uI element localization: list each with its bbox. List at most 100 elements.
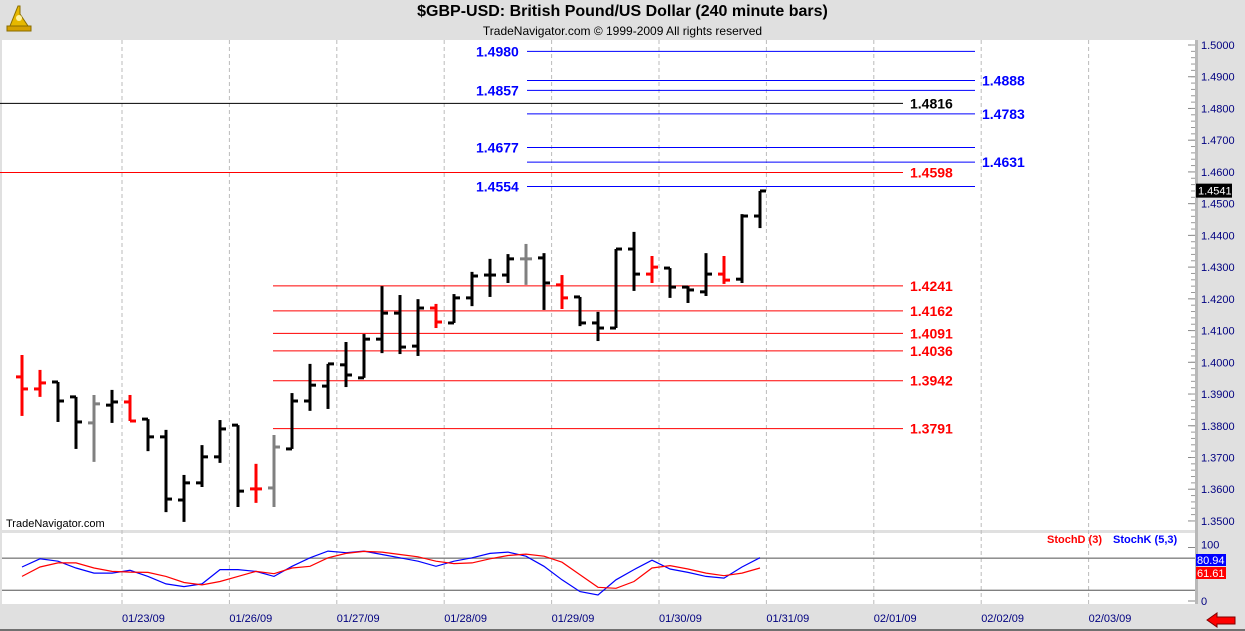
x-tick-label: 01/26/09 — [229, 613, 272, 625]
level-label: 1.4783 — [982, 106, 1025, 122]
level-label: 1.4888 — [982, 73, 1025, 89]
ohlc-bar — [736, 214, 748, 283]
ohlc-bar — [304, 363, 316, 411]
stoch-y-label: 0 — [1201, 596, 1207, 608]
ohlc-bar — [610, 247, 622, 330]
ohlc-bar — [628, 231, 640, 291]
ohlc-bar — [592, 311, 604, 342]
ohlc-bar — [268, 434, 280, 507]
chart-title: $GBP-USD: British Pound/US Dollar (240 m… — [417, 3, 828, 20]
ohlc-bar — [664, 266, 676, 298]
y-tick-label: 1.4900 — [1201, 72, 1235, 84]
ohlc-bar — [358, 334, 370, 380]
legend-stochd: StochD (3) — [1047, 534, 1102, 546]
ohlc-bar — [430, 303, 442, 329]
ohlc-bar — [106, 389, 118, 423]
ohlc-bar — [214, 420, 226, 463]
y-tick-label: 1.3700 — [1201, 452, 1235, 464]
axis-border — [1195, 40, 1198, 604]
level-label: 1.4598 — [910, 165, 953, 181]
ohlc-bar — [376, 286, 388, 354]
ohlc-bar — [574, 295, 586, 327]
stochd-value: 61.61 — [1197, 568, 1225, 580]
stoch-panel — [2, 533, 1195, 604]
ohlc-bar — [124, 394, 136, 423]
ohlc-bar — [196, 445, 208, 487]
ohlc-bar — [502, 254, 514, 283]
stoch-y-label: 100 — [1201, 540, 1219, 552]
level-label: 1.3942 — [910, 373, 953, 389]
ohlc-bar — [52, 380, 64, 422]
level-label: 1.4036 — [910, 343, 953, 359]
x-tick-label: 01/29/09 — [552, 613, 595, 625]
ohlc-bar — [538, 253, 550, 310]
x-tick-label: 01/28/09 — [444, 613, 487, 625]
ohlc-bar — [16, 355, 28, 416]
y-tick-label: 1.4100 — [1201, 326, 1235, 338]
ohlc-bar — [520, 243, 532, 285]
y-tick-label: 1.4700 — [1201, 135, 1235, 147]
y-tick-label: 1.4500 — [1201, 199, 1235, 211]
x-tick-label: 01/31/09 — [766, 613, 809, 625]
ohlc-bar — [34, 369, 46, 397]
stochk-value-tag — [1196, 554, 1226, 566]
ohlc-bar — [142, 417, 154, 452]
stochk-value: 80.94 — [1197, 555, 1225, 567]
stoch-line-k — [21, 550, 761, 596]
x-tick-label: 01/23/09 — [122, 613, 165, 625]
copyright-text: TradeNavigator.com © 1999-2009 All right… — [482, 24, 763, 38]
watermark-text: TradeNavigator.com — [6, 518, 105, 530]
y-tick-label: 1.4200 — [1201, 294, 1235, 306]
level-label: 1.4857 — [476, 82, 519, 98]
level-label: 1.4241 — [910, 278, 953, 294]
y-tick-label: 1.3900 — [1201, 389, 1235, 401]
y-tick-label: 1.4600 — [1201, 167, 1235, 179]
ohlc-bar — [322, 362, 334, 409]
stoch-line-d — [21, 550, 761, 589]
x-tick-label: 02/01/09 — [874, 613, 917, 625]
level-label: 1.4816 — [910, 95, 953, 111]
level-label: 1.4631 — [982, 154, 1025, 170]
ohlc-bar — [682, 285, 694, 303]
y-tick-label: 1.3500 — [1201, 516, 1235, 528]
y-tick-label: 1.3800 — [1201, 421, 1235, 433]
ohlc-bar — [412, 299, 424, 356]
ohlc-bar — [646, 256, 658, 283]
y-tick-label: 1.5000 — [1201, 40, 1235, 52]
level-label: 1.4162 — [910, 303, 953, 319]
ohlc-bar — [340, 341, 352, 388]
stochd-value-tag — [1196, 567, 1226, 579]
red-left-arrow-icon[interactable] — [1206, 612, 1236, 628]
y-tick-label: 1.4000 — [1201, 357, 1235, 369]
ohlc-bar — [394, 295, 406, 355]
ohlc-bar — [484, 258, 496, 297]
level-label: 1.3791 — [910, 421, 953, 437]
ohlc-bar — [448, 294, 460, 325]
level-label: 1.4677 — [476, 139, 519, 155]
sextant-icon[interactable] — [4, 4, 34, 34]
ohlc-bar — [250, 463, 262, 503]
ohlc-bar — [178, 474, 190, 522]
ohlc-bar — [466, 271, 478, 307]
ohlc-bar — [286, 393, 298, 451]
ohlc-bar — [718, 256, 730, 284]
ohlc-bar — [232, 423, 244, 507]
ohlc-bar — [160, 429, 172, 513]
x-tick-label: 02/03/09 — [1089, 613, 1132, 625]
x-tick-label: 01/27/09 — [337, 613, 380, 625]
ohlc-bar — [754, 189, 766, 229]
y-tick-label: 1.4400 — [1201, 230, 1235, 242]
ohlc-bar — [700, 253, 712, 296]
x-tick-label: 01/30/09 — [659, 613, 702, 625]
legend-stochk: StochK (5,3) — [1113, 534, 1178, 546]
y-tick-label: 1.3600 — [1201, 484, 1235, 496]
last-price-label: 1.4541 — [1198, 186, 1232, 198]
ohlc-bar — [556, 275, 568, 309]
ohlc-bar — [88, 394, 100, 462]
last-price-tag — [1196, 183, 1232, 198]
level-label: 1.4980 — [476, 43, 519, 59]
level-label: 1.4554 — [476, 179, 519, 195]
level-label: 1.4091 — [910, 325, 953, 341]
ohlc-bar — [70, 395, 82, 449]
